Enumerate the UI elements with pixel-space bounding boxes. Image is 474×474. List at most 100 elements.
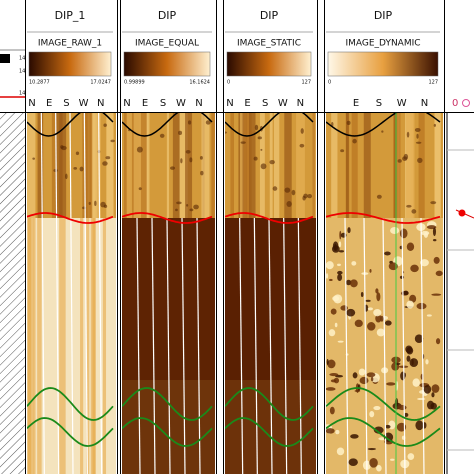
image-spot <box>326 387 336 391</box>
image-spot <box>381 130 384 133</box>
sinusoid <box>122 417 213 447</box>
sinusoid <box>326 212 441 224</box>
image-spot <box>175 208 178 212</box>
image-spot <box>200 170 204 176</box>
image-spot <box>79 166 84 172</box>
sinusoid <box>225 387 314 421</box>
image-spot <box>420 259 429 267</box>
image-spot <box>359 376 369 385</box>
pad-gap <box>98 113 103 474</box>
sinusoid <box>27 417 114 447</box>
compass-label: N <box>195 98 202 109</box>
depth-hatch <box>0 113 25 474</box>
image-spot <box>254 124 259 131</box>
dip-tadpole <box>458 209 466 217</box>
image-spot <box>376 292 381 302</box>
image-spot <box>367 447 377 451</box>
scale-min: 0 <box>328 80 331 86</box>
image-spot <box>339 230 342 240</box>
image-stripe <box>145 113 150 223</box>
image-stripe <box>284 113 292 223</box>
image-stripe <box>211 113 215 223</box>
image-spot <box>138 187 142 191</box>
image-stripe <box>394 113 397 223</box>
image-spot <box>326 358 329 366</box>
image-spot <box>291 189 296 196</box>
image-stripe <box>102 218 107 474</box>
image-spot <box>433 123 436 127</box>
image-spot <box>180 158 183 164</box>
image-spot <box>425 359 429 365</box>
image-stripe <box>27 113 36 223</box>
image-spot <box>433 256 440 264</box>
image-spot <box>348 458 358 467</box>
image-stripe <box>434 113 441 223</box>
track-title: DIP_1 <box>55 9 86 22</box>
image-spot <box>102 161 108 166</box>
image-spot <box>65 173 68 180</box>
image-spot <box>369 269 372 273</box>
pad-gap <box>253 217 258 474</box>
pad-gap <box>344 217 349 474</box>
pad-gap <box>283 217 288 474</box>
dip-marker <box>462 99 470 107</box>
sinusoid <box>27 113 114 137</box>
compass-label: W <box>176 98 186 109</box>
image-stripe <box>37 113 44 223</box>
image-stripe <box>363 113 371 223</box>
compass-label: S <box>376 98 382 109</box>
image-spot <box>347 227 351 234</box>
color-bar <box>28 51 112 77</box>
image-spot <box>431 384 440 393</box>
image-spot <box>414 334 424 344</box>
compass-label: W <box>79 98 89 109</box>
image-stripe <box>179 113 188 223</box>
image-spot <box>257 136 262 140</box>
image-spot <box>406 355 411 362</box>
image-spot <box>260 148 263 151</box>
image-spot <box>73 166 78 170</box>
image-spot <box>327 359 336 369</box>
image-spot <box>272 186 278 191</box>
image-spot <box>170 166 176 170</box>
image-spot <box>432 227 437 237</box>
image-spot <box>352 372 358 379</box>
depth-label: 14 <box>19 56 25 62</box>
image-stripe <box>51 113 56 223</box>
image-spot <box>328 329 336 337</box>
image-spot <box>332 241 339 251</box>
compass-label: E <box>46 98 52 109</box>
image-spot <box>385 424 391 429</box>
pad-gap <box>83 113 88 474</box>
compass-label: E <box>142 98 148 109</box>
image-spot <box>332 295 340 302</box>
image-spot <box>407 453 415 461</box>
image-spot <box>351 261 357 266</box>
pad-gap <box>268 217 273 474</box>
image-spot <box>338 250 345 253</box>
image-spot <box>103 123 107 127</box>
image-spot <box>302 195 306 201</box>
pad-gap <box>136 217 141 474</box>
borehole-image <box>225 113 316 474</box>
image-name: IMAGE_STATIC <box>237 39 301 49</box>
image-spot <box>260 163 267 170</box>
image-spot <box>100 201 106 208</box>
image-stripe <box>59 218 66 474</box>
image-spot <box>397 159 402 163</box>
image-spot <box>403 290 409 296</box>
scale-max: 127 <box>428 80 438 86</box>
scale-min: 0 <box>227 80 230 86</box>
image-spot <box>225 131 227 134</box>
image-spot <box>399 275 405 279</box>
image-spot <box>350 279 358 288</box>
image-stripe <box>27 218 34 474</box>
image-spot <box>406 300 414 309</box>
image-stripe <box>418 113 425 223</box>
scale-max: 17.0247 <box>90 80 111 86</box>
image-name: IMAGE_EQUAL <box>135 39 199 49</box>
image-spot <box>431 293 442 296</box>
image-stripe <box>201 113 210 223</box>
image-stripe <box>269 113 273 223</box>
